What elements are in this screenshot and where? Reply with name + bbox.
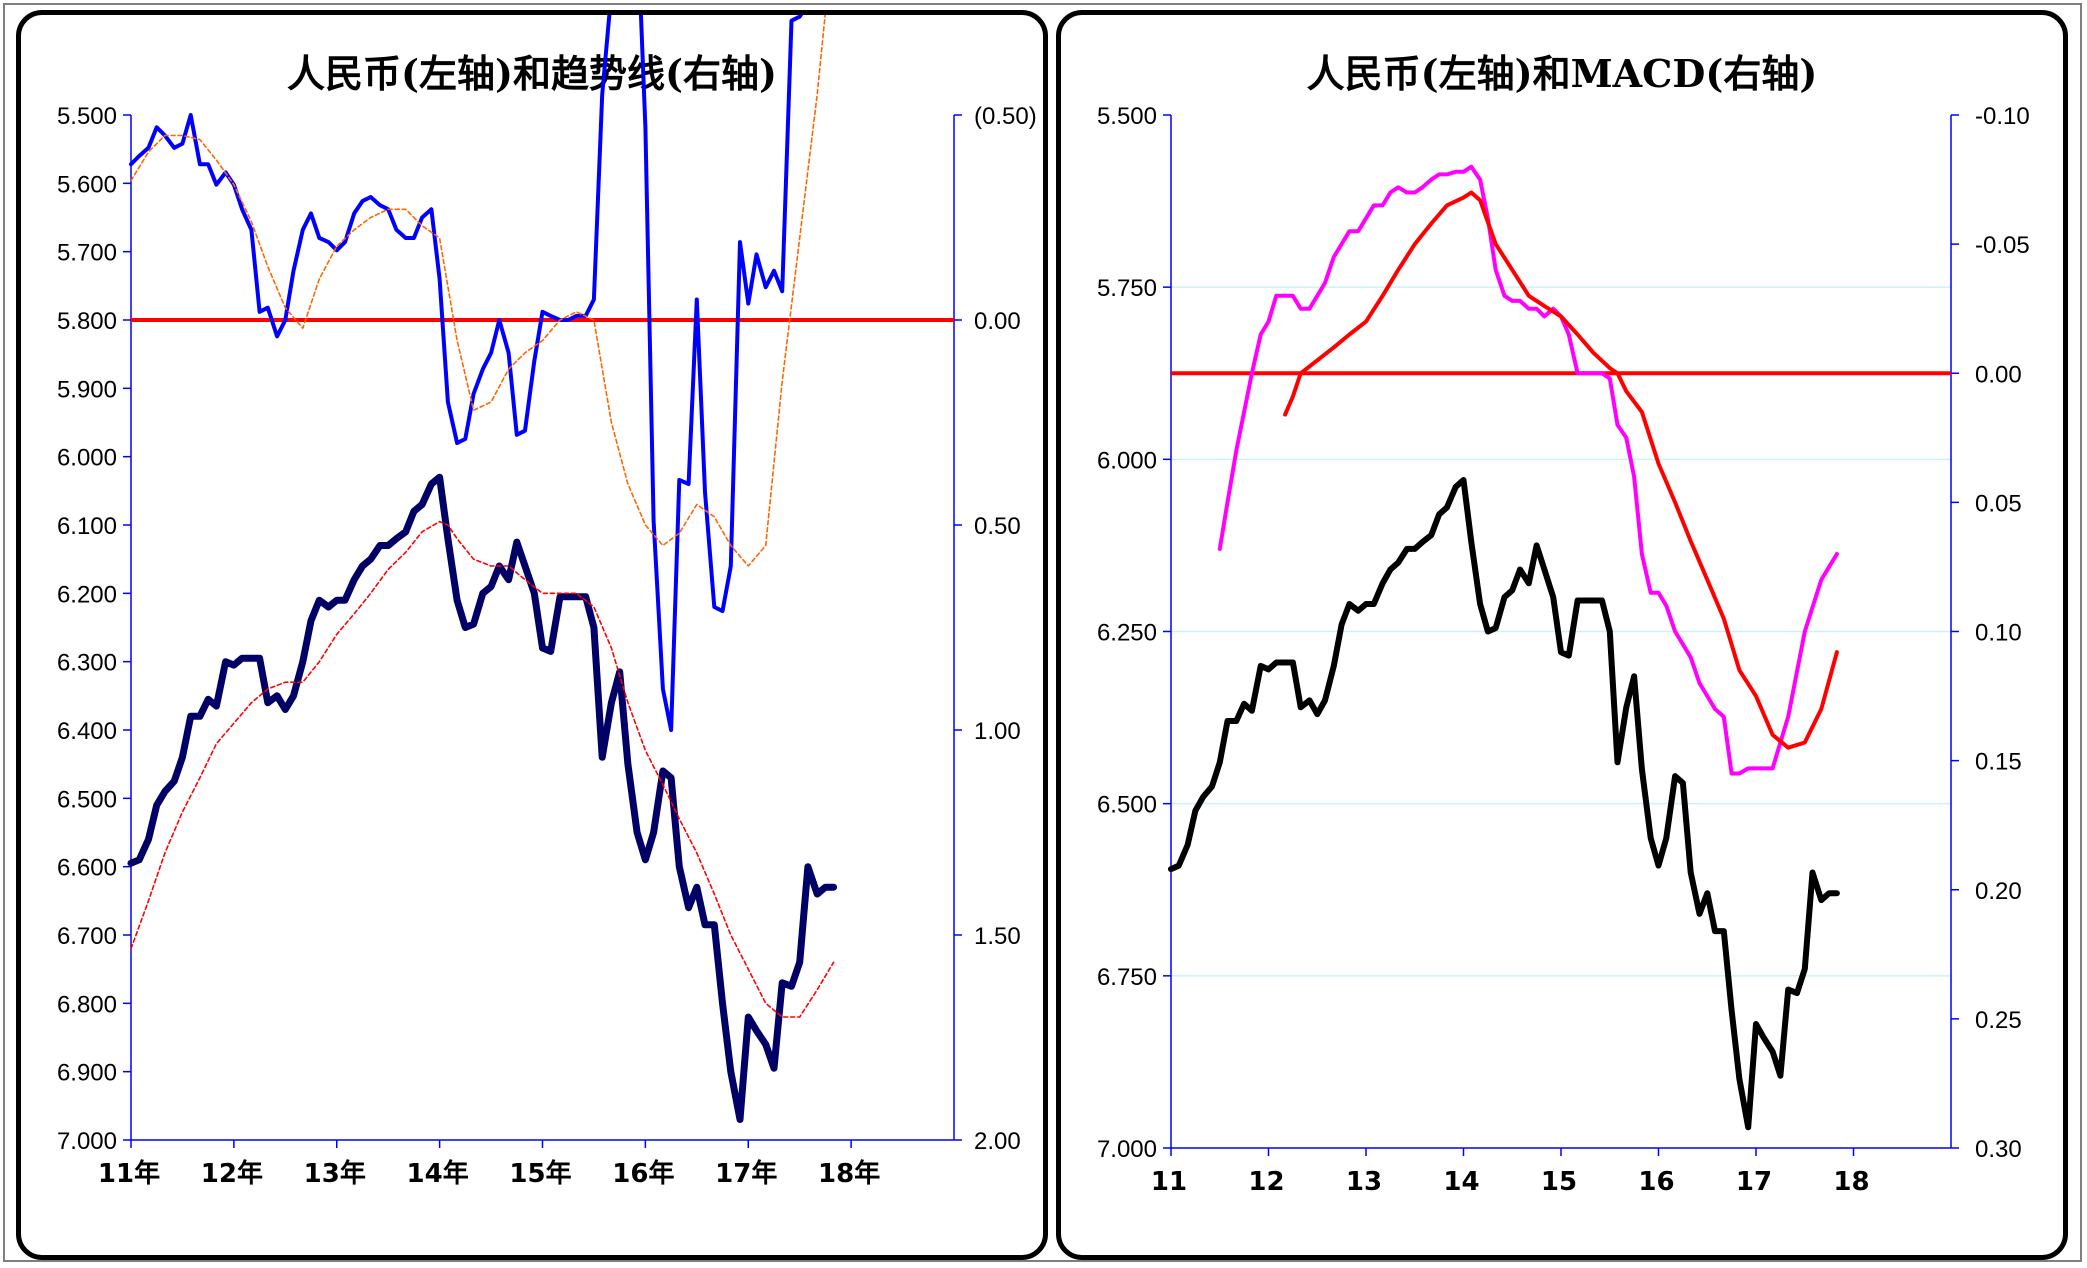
x-tick-label: 11 [1151,1167,1187,1197]
x-tick-label: 13年 [304,1158,366,1189]
x-tick-label: 14 [1443,1167,1479,1197]
x-tick-label: 17 [1736,1167,1772,1197]
x-tick-label: 12年 [201,1158,263,1189]
y-tick-label-left: 6.400 [57,718,117,745]
y-tick-label-right: 0.50 [974,513,1021,540]
chart-canvas: 5.500 5.600 5.700 5.800 5.900 6.000 6.100 6.200… [57,15,1037,1189]
y-tick-label-right: 0.05 [1975,490,2022,517]
y-tick-label-left: 6.100 [57,513,117,540]
series-line-1 [1217,164,1839,776]
y-tick-label-right: 0.00 [974,308,1021,335]
y-tick-label-left: 6.300 [57,650,117,677]
x-tick-label: 13 [1346,1167,1382,1197]
y-tick-label-left: 6.800 [57,991,117,1018]
y-tick-label-left: 5.900 [57,376,117,403]
y-tick-label-left: 6.900 [57,1060,117,1087]
series-line-0 [1168,477,1840,1131]
x-tick-label: 15年 [509,1158,571,1189]
y-tick-label-left: 6.250 [1097,620,1157,647]
x-tick-label: 17年 [715,1158,777,1189]
x-tick-label: 11年 [98,1158,160,1189]
y-tick-label-right: (0.50) [974,103,1037,130]
y-tick-label-left: 5.500 [57,103,117,130]
y-tick-label-right: 0.10 [1975,620,2022,647]
y-tick-label-left: 5.750 [1097,275,1157,302]
y-tick-label-right: -0.10 [1975,103,2030,130]
y-tick-label-left: 6.600 [57,855,117,882]
y-tick-label-right: 2.00 [974,1128,1021,1155]
y-tick-label-left: 6.000 [1097,447,1157,474]
y-tick-label-left: 6.000 [57,445,117,472]
x-tick-label: 16 [1638,1167,1674,1197]
y-tick-label-left: 6.500 [1097,792,1157,819]
chart-canvas: 5.500 5.750 6.000 6.250 6.500 6.750 7.000 -0.10… [1097,103,2030,1197]
y-tick-label-right: 0.30 [1975,1136,2022,1163]
series-line-2 [129,15,804,732]
figure-frame [3,3,2082,1262]
y-tick-label-left: 5.800 [57,308,117,335]
y-tick-label-left: 7.000 [1097,1136,1157,1163]
x-tick-label: 15 [1541,1167,1577,1197]
series-line-0 [127,473,838,1123]
y-tick-label-right: 1.00 [974,718,1021,745]
y-tick-label-right: 0.25 [1975,1007,2022,1034]
x-tick-label: 18 [1833,1167,1869,1197]
series-line-2 [1283,190,1839,750]
x-tick-label: 14年 [407,1158,469,1189]
y-tick-label-left: 5.600 [57,171,117,198]
y-tick-label-left: 6.700 [57,923,117,950]
y-tick-label-right: 0.00 [1975,361,2022,388]
series-line-1 [130,520,835,1018]
y-tick-label-left: 7.000 [57,1128,117,1155]
chart-title: 人民币(左轴)和趋势线(右轴) [287,51,777,96]
y-tick-label-right: -0.05 [1975,232,2030,259]
chart-panel-macd: 人民币(左轴)和MACD(右轴) 5.500 5.750 6.000 6.250 6.5… [1056,10,2068,1260]
x-tick-label: 16年 [612,1158,674,1189]
y-tick-label-left: 6.500 [57,786,117,813]
y-tick-label-left: 6.750 [1097,964,1157,991]
y-tick-label-left: 5.500 [1097,103,1157,130]
y-tick-label-right: 0.20 [1975,878,2022,905]
chart-title: 人民币(左轴)和MACD(右轴) [1306,51,1818,96]
series-line-3 [130,15,826,567]
x-tick-label: 18年 [818,1158,880,1189]
y-tick-label-right: 0.15 [1975,749,2022,776]
x-tick-label: 12 [1248,1167,1284,1197]
y-tick-label-right: 1.50 [974,923,1021,950]
y-tick-label-left: 5.700 [57,240,117,267]
y-tick-label-left: 6.200 [57,581,117,608]
chart-panel-trend: 人民币(左轴)和趋势线(右轴) 5.500 5.600 5.700 5.800 5.90… [16,10,1048,1260]
